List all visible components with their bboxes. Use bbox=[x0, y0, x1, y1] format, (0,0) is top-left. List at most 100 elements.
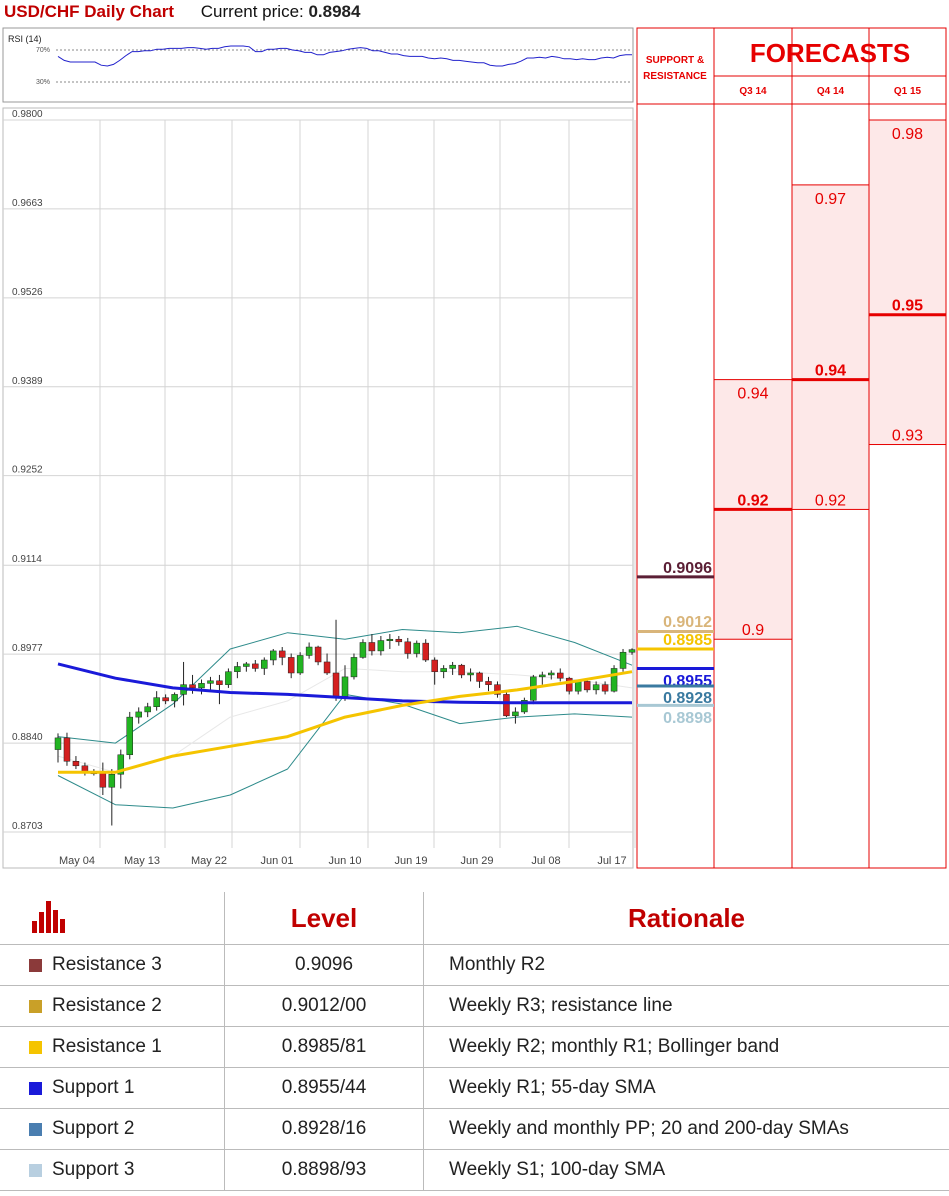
level-rationale: Weekly R1; 55-day SMA bbox=[423, 1067, 949, 1109]
candle-body bbox=[207, 680, 214, 684]
level-name: Resistance 1 bbox=[52, 1036, 162, 1057]
bar-chart-icon bbox=[32, 900, 65, 933]
forecast-low-label: 0.9 bbox=[742, 622, 764, 639]
y-tick-label: 0.8703 bbox=[12, 821, 43, 832]
x-tick-label: Jul 17 bbox=[597, 855, 626, 867]
forecast-median-label: 0.95 bbox=[892, 298, 923, 315]
candle-body bbox=[117, 754, 125, 775]
candle-body bbox=[144, 706, 151, 713]
candle-body bbox=[278, 650, 286, 658]
candle-body bbox=[350, 657, 358, 678]
candle-body bbox=[512, 711, 519, 717]
candle-body bbox=[574, 681, 582, 692]
candle-body bbox=[467, 672, 474, 676]
candle-body bbox=[413, 642, 420, 654]
chart-header: USD/CHF Daily Chart Current price: 0.898… bbox=[4, 2, 360, 22]
candle-body bbox=[395, 638, 403, 643]
candle-body bbox=[422, 642, 429, 661]
main-plot-frame bbox=[2, 107, 634, 869]
table-header-level: Level bbox=[224, 892, 424, 945]
level-name: Support 1 bbox=[52, 1077, 135, 1098]
candle-body bbox=[189, 684, 196, 689]
level-swatch bbox=[29, 1041, 42, 1054]
candle-body bbox=[548, 672, 555, 676]
forecast-high-label: 0.94 bbox=[737, 386, 768, 403]
candle-body bbox=[341, 676, 349, 697]
candle-body bbox=[72, 761, 80, 767]
candle-body bbox=[54, 737, 62, 750]
candle-body bbox=[485, 681, 492, 685]
x-tick-label: Jun 10 bbox=[328, 855, 361, 867]
candle-body bbox=[332, 672, 340, 697]
forecast-range bbox=[791, 184, 870, 510]
x-tick-label: Jun 29 bbox=[460, 855, 493, 867]
candle-body bbox=[628, 649, 636, 653]
candle-body bbox=[126, 716, 133, 756]
level-swatch bbox=[29, 1164, 42, 1177]
y-tick-label: 0.9526 bbox=[12, 287, 43, 298]
candle-body bbox=[243, 663, 250, 667]
row-name-cell: Support 2 bbox=[0, 1108, 225, 1150]
table-row: Support 2 0.8928/16 Weekly and monthly P… bbox=[0, 1108, 949, 1150]
row-name-cell: Support 1 bbox=[0, 1067, 225, 1109]
rsi-panel bbox=[2, 27, 634, 103]
candle-body bbox=[287, 657, 295, 674]
candle-body bbox=[601, 684, 609, 692]
quarter-label: Q4 14 bbox=[817, 86, 845, 97]
candle-body bbox=[305, 646, 313, 656]
candle-body bbox=[610, 668, 618, 692]
candle-body bbox=[225, 671, 232, 685]
x-tick-label: Jul 08 bbox=[531, 855, 560, 867]
candle-body bbox=[503, 694, 510, 717]
candle-body bbox=[368, 642, 376, 652]
y-tick-label: 0.9663 bbox=[12, 198, 43, 209]
x-tick-label: Jun 19 bbox=[394, 855, 427, 867]
candle-body bbox=[270, 650, 277, 661]
candle-body bbox=[99, 772, 107, 788]
level-name: Resistance 2 bbox=[52, 995, 162, 1016]
candle-body bbox=[314, 646, 322, 663]
candle-body bbox=[539, 674, 546, 678]
x-tick-label: May 13 bbox=[124, 855, 160, 867]
sr-level-label: 0.9012 bbox=[663, 614, 712, 631]
level-value: 0.8898/93 bbox=[224, 1149, 424, 1191]
table-header-rationale: Rationale bbox=[423, 892, 949, 945]
candle-body bbox=[521, 699, 528, 713]
sr-level-label: 0.8898 bbox=[663, 710, 712, 727]
sr-title: RESISTANCE bbox=[643, 71, 707, 82]
rsi-line bbox=[57, 45, 632, 67]
level-rationale: Monthly R2 bbox=[423, 944, 949, 986]
table-row: Support 1 0.8955/44 Weekly R1; 55-day SM… bbox=[0, 1067, 949, 1109]
candle-body bbox=[171, 694, 178, 702]
pair-title: USD/CHF Daily Chart bbox=[4, 2, 175, 21]
forecast-median-label: 0.94 bbox=[815, 363, 846, 380]
level-value: 0.9096 bbox=[224, 944, 424, 986]
sr-title: SUPPORT & bbox=[646, 55, 704, 66]
candle-body bbox=[234, 666, 241, 672]
forecast-median-label: 0.92 bbox=[737, 492, 768, 509]
level-rationale: Weekly and monthly PP; 20 and 200-day SM… bbox=[423, 1108, 949, 1150]
forecast-low-label: 0.93 bbox=[892, 428, 923, 445]
row-name-cell: Resistance 2 bbox=[0, 985, 225, 1027]
candle-body bbox=[619, 651, 627, 669]
candle-body bbox=[494, 684, 501, 695]
level-swatch bbox=[29, 959, 42, 972]
table-row: Resistance 1 0.8985/81 Weekly R2; monthl… bbox=[0, 1026, 949, 1068]
level-rationale: Weekly R2; monthly R1; Bollinger band bbox=[423, 1026, 949, 1068]
candle-body bbox=[476, 672, 483, 682]
sma-blue-line bbox=[57, 662, 632, 705]
sma-yellow-line bbox=[58, 670, 633, 774]
forecast-high-label: 0.97 bbox=[815, 191, 846, 208]
rsi-upper-label: 70% bbox=[36, 47, 50, 54]
candle-body bbox=[153, 697, 160, 707]
level-rationale: Weekly R3; resistance line bbox=[423, 985, 949, 1027]
x-tick-label: Jun 01 bbox=[260, 855, 293, 867]
row-name-cell: Resistance 3 bbox=[0, 944, 225, 986]
level-name: Support 3 bbox=[52, 1159, 135, 1180]
level-swatch bbox=[29, 1000, 42, 1013]
sr-level-label: 0.8928 bbox=[663, 690, 712, 707]
level-value: 0.8985/81 bbox=[224, 1026, 424, 1068]
y-tick-label: 0.8840 bbox=[12, 732, 43, 743]
candle-body bbox=[386, 638, 394, 641]
